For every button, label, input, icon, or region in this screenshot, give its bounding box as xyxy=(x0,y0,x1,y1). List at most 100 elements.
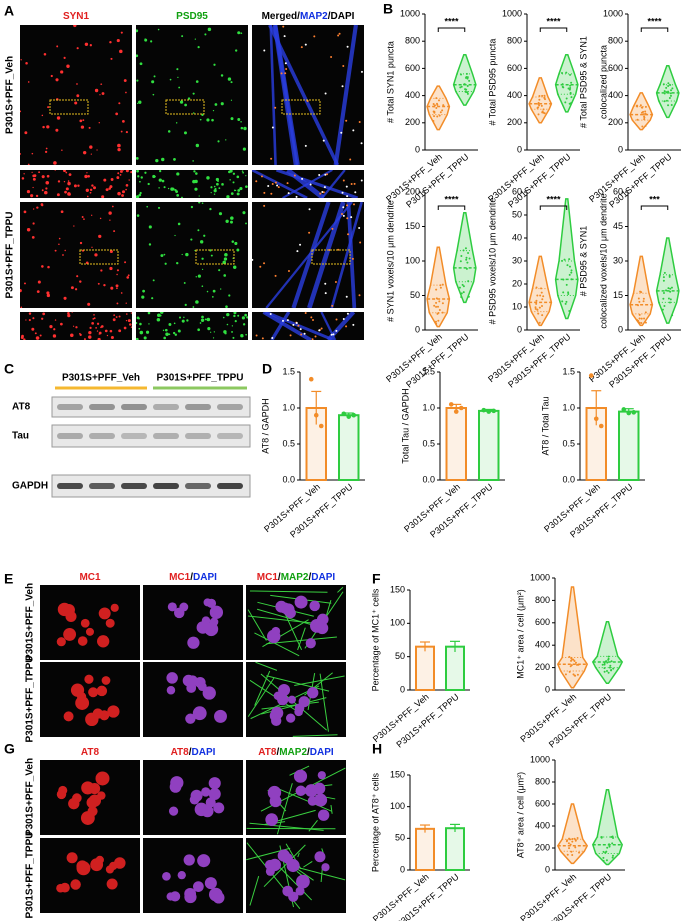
puncta xyxy=(211,296,214,298)
y-axis-label: colocalized voxels/10 μm dendrite xyxy=(598,193,608,328)
violin-dot xyxy=(435,288,438,291)
puncta xyxy=(100,83,103,86)
violin-dot xyxy=(668,301,671,304)
puncta xyxy=(319,192,322,195)
puncta xyxy=(231,325,234,327)
puncta xyxy=(63,296,67,300)
violin-dot xyxy=(644,311,647,314)
puncta xyxy=(138,193,142,197)
puncta xyxy=(230,220,233,224)
violin-dot xyxy=(566,853,569,856)
band xyxy=(121,433,147,439)
puncta xyxy=(60,70,64,74)
puncta xyxy=(323,186,326,189)
puncta xyxy=(331,227,334,230)
bar xyxy=(445,407,467,481)
violin-dot xyxy=(576,836,579,839)
violin-dot xyxy=(602,859,605,862)
puncta xyxy=(41,317,44,320)
puncta xyxy=(342,214,345,217)
band xyxy=(153,433,179,439)
puncta xyxy=(299,243,302,246)
puncta xyxy=(229,179,231,181)
cell xyxy=(66,852,78,864)
puncta xyxy=(143,336,147,340)
puncta xyxy=(136,54,139,58)
cell xyxy=(288,891,299,902)
y-tick-label: 50 xyxy=(395,833,405,843)
violin-dot xyxy=(669,94,672,97)
data-point xyxy=(351,412,357,418)
violin-dot xyxy=(466,84,469,87)
puncta xyxy=(109,329,113,333)
panel-letter: G xyxy=(4,741,15,757)
puncta xyxy=(176,194,180,197)
puncta xyxy=(32,222,35,225)
puncta xyxy=(299,328,302,331)
puncta xyxy=(342,317,345,320)
violin-dot xyxy=(568,310,571,313)
puncta xyxy=(297,324,300,327)
micrograph xyxy=(136,202,248,308)
y-tick-label: 30 xyxy=(613,255,623,265)
puncta xyxy=(243,126,247,131)
puncta xyxy=(220,74,224,77)
y-tick-label: 0.0 xyxy=(282,474,295,484)
puncta xyxy=(165,332,169,337)
puncta xyxy=(116,287,118,290)
cell xyxy=(196,621,210,634)
puncta xyxy=(110,178,114,181)
cell xyxy=(307,796,318,806)
puncta xyxy=(212,337,215,339)
neurite xyxy=(266,675,330,692)
puncta xyxy=(50,74,53,78)
cell xyxy=(84,674,94,684)
puncta xyxy=(346,217,349,220)
image-heading: MC1/DAPI xyxy=(169,572,217,583)
y-tick-label: 0.5 xyxy=(422,438,435,448)
significance-label: **** xyxy=(546,16,561,26)
puncta xyxy=(98,331,102,335)
violin-dot xyxy=(570,81,573,84)
puncta xyxy=(99,217,102,220)
puncta xyxy=(352,129,355,132)
cell xyxy=(76,860,89,872)
violin-dot xyxy=(571,853,574,856)
puncta xyxy=(242,323,246,326)
cell xyxy=(208,777,221,790)
puncta xyxy=(41,175,45,179)
puncta xyxy=(179,100,184,104)
dendrite xyxy=(270,312,291,340)
cell xyxy=(265,813,278,826)
cell xyxy=(294,595,308,609)
violin-dot xyxy=(663,90,666,93)
puncta xyxy=(168,323,172,326)
puncta xyxy=(20,152,21,155)
cell xyxy=(80,811,95,825)
violin-dot xyxy=(442,104,445,107)
violin-dot xyxy=(462,285,465,288)
bar xyxy=(618,410,640,482)
puncta xyxy=(174,333,178,336)
y-tick-label: 45 xyxy=(613,221,623,231)
cell xyxy=(317,809,330,821)
puncta xyxy=(227,77,232,81)
cell xyxy=(316,622,329,635)
micrograph-content xyxy=(21,170,132,198)
puncta xyxy=(128,179,130,181)
violin-dot xyxy=(536,308,539,311)
puncta xyxy=(303,332,306,335)
heading-part: DAPI xyxy=(192,747,216,758)
puncta xyxy=(57,180,61,183)
puncta xyxy=(183,282,186,284)
puncta xyxy=(277,186,280,189)
violin-dot xyxy=(569,86,572,89)
puncta xyxy=(23,210,27,214)
y-axis-label: # SYN1 voxels/10 μm dendrite xyxy=(385,200,395,322)
puncta xyxy=(64,190,67,194)
band xyxy=(217,404,243,410)
puncta xyxy=(26,190,31,194)
heading-part: MC1 xyxy=(257,572,279,583)
cell xyxy=(56,637,66,647)
puncta xyxy=(125,188,127,191)
